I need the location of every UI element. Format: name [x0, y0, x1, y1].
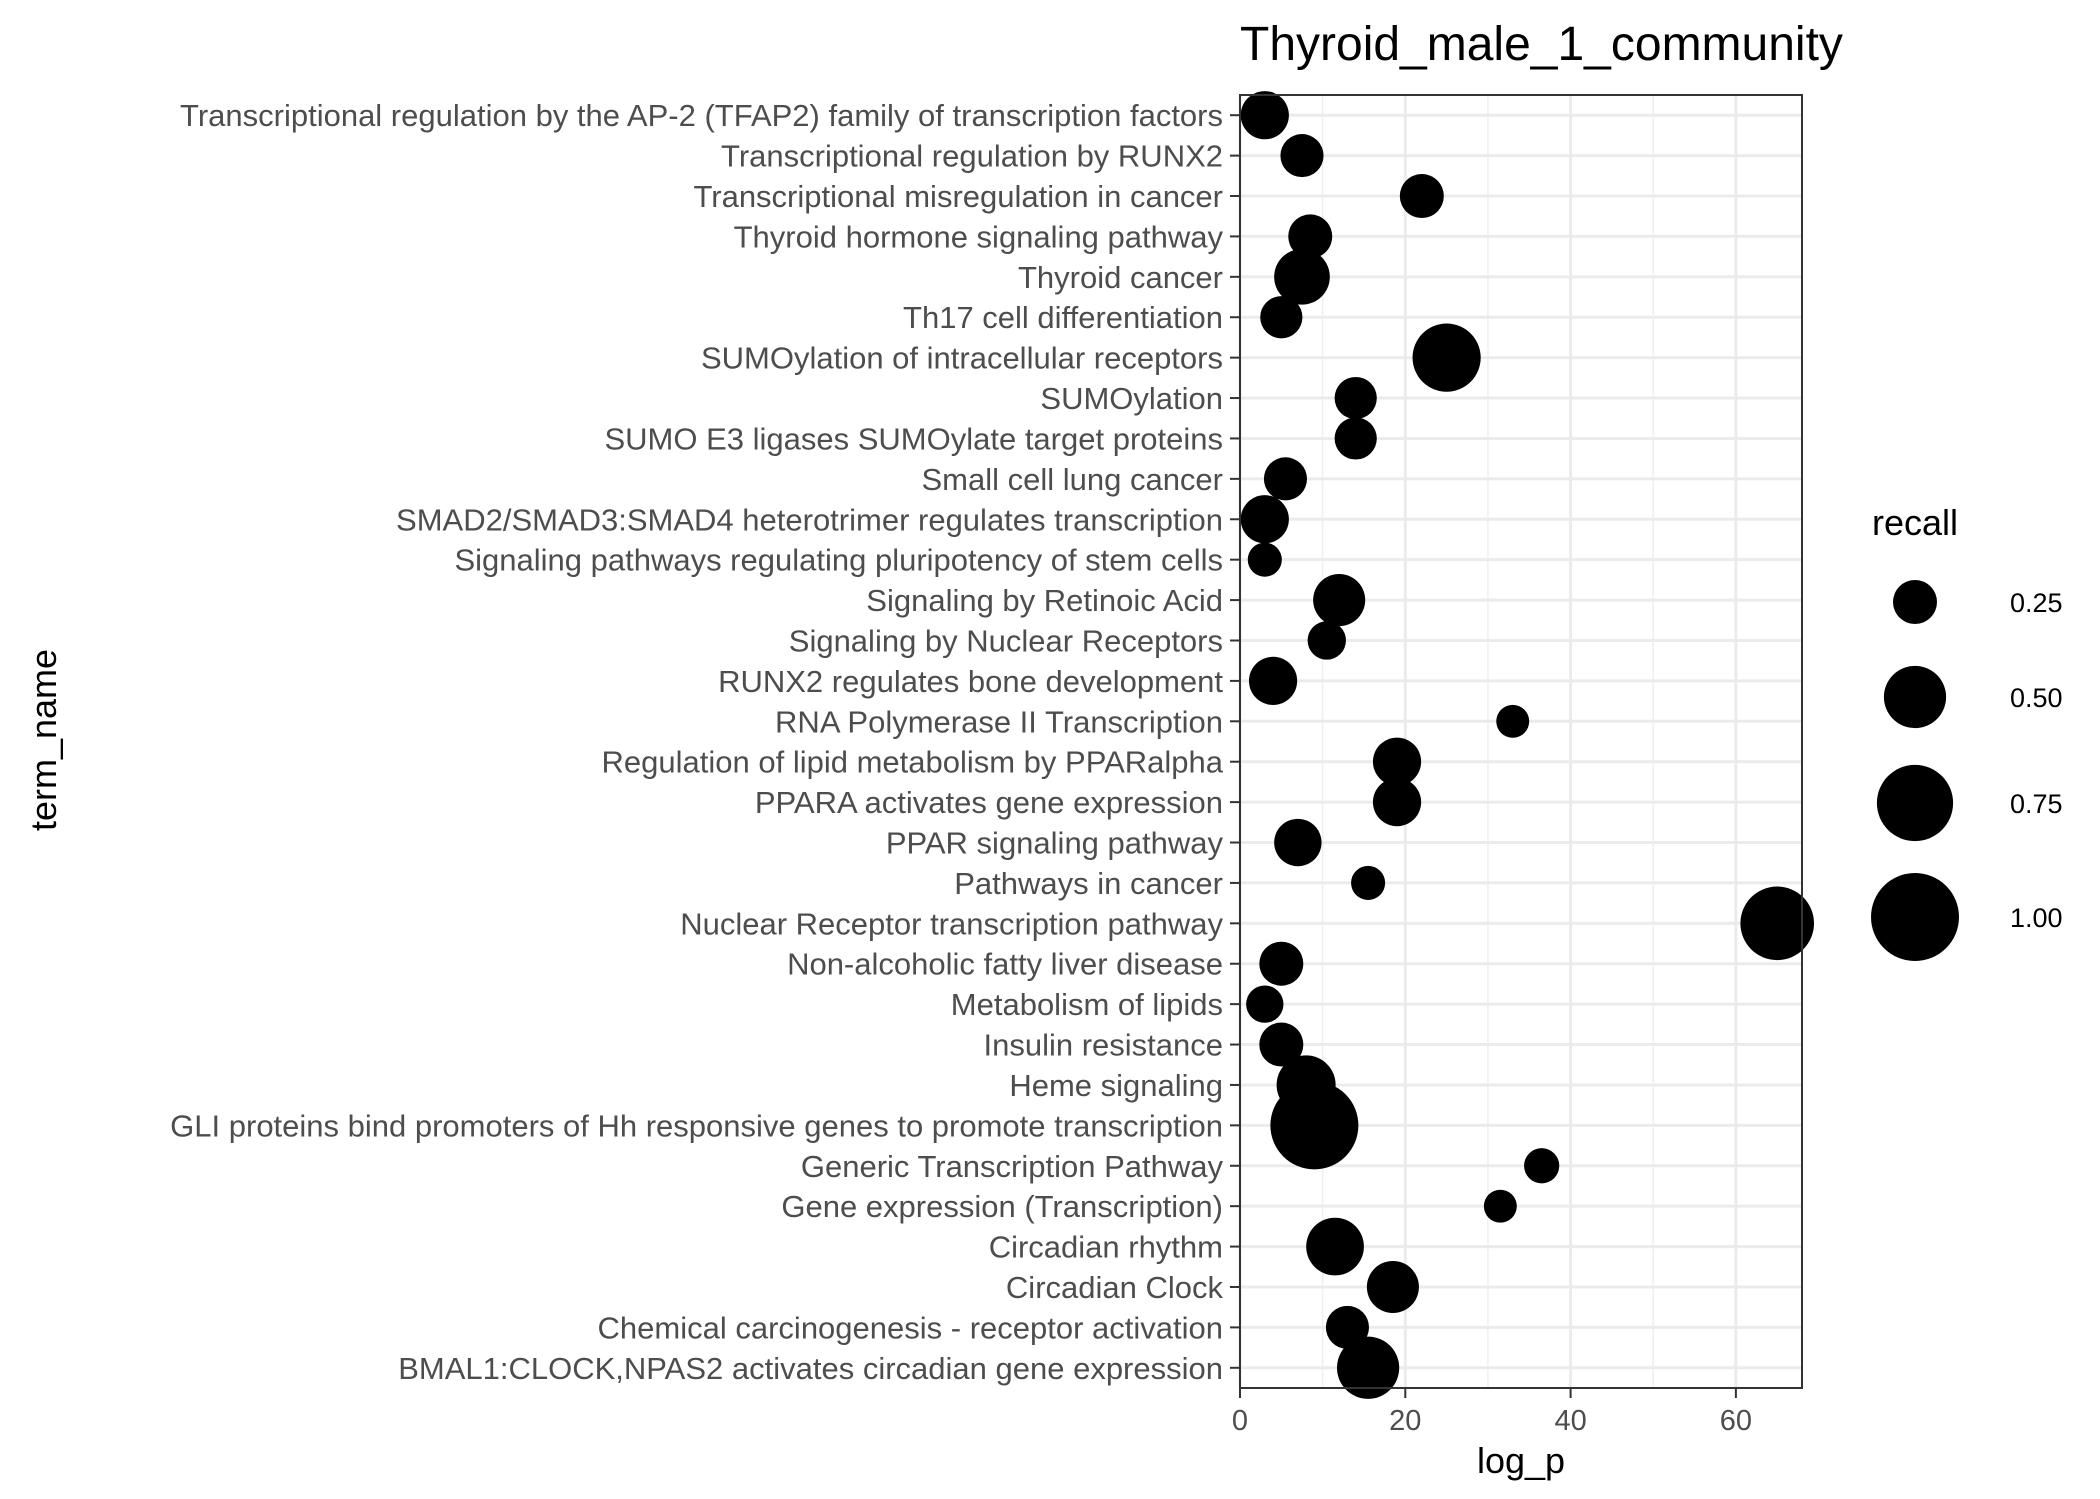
y-tick-label: PPARA activates gene expression — [755, 785, 1223, 820]
x-tick-label: 60 — [1720, 1405, 1752, 1437]
y-tick-label: Transcriptional regulation by the AP-2 (… — [180, 98, 1223, 133]
data-point — [1274, 818, 1322, 867]
data-point — [1366, 1260, 1419, 1314]
data-point — [1399, 174, 1444, 219]
x-tick-label: 0 — [1232, 1405, 1248, 1437]
data-point — [1313, 574, 1366, 627]
data-point — [1334, 417, 1377, 460]
y-tick-label: GLI proteins bind promoters of Hh respon… — [170, 1108, 1223, 1143]
legend-key — [1876, 764, 1954, 842]
data-point — [1240, 495, 1289, 544]
y-tick-label: Small cell lung cancer — [921, 462, 1223, 497]
data-point — [1483, 1189, 1517, 1223]
data-point — [1259, 1022, 1304, 1067]
legend-label: 0.25 — [2010, 588, 2063, 618]
data-point — [1248, 656, 1298, 705]
data-point — [1240, 91, 1289, 140]
y-axis-title: term_name — [23, 649, 64, 831]
data-point — [1288, 214, 1333, 259]
data-point — [1246, 985, 1284, 1023]
y-tick-label: Signaling by Nuclear Receptors — [789, 623, 1223, 658]
y-tick-label: Metabolism of lipids — [951, 987, 1223, 1022]
y-tick-label: SUMO E3 ligases SUMOylate target protein… — [604, 421, 1223, 456]
legend-label: 0.50 — [2010, 683, 2063, 713]
data-point — [1247, 542, 1282, 577]
y-tick-label: RNA Polymerase II Transcription — [775, 704, 1223, 739]
x-axis-title: log_p — [1477, 1440, 1565, 1481]
y-tick-label: Pathways in cancer — [954, 866, 1223, 901]
x-tick-label: 20 — [1389, 1405, 1421, 1437]
legend-key — [1893, 580, 1937, 624]
legend: recall 0.25 0.50 0.75 1.00 — [1871, 502, 2063, 961]
y-tick-label: Transcriptional misregulation in cancer — [693, 179, 1223, 214]
y-tick-label: Circadian rhythm — [989, 1230, 1223, 1265]
y-tick-label: Non-alcoholic fatty liver disease — [787, 947, 1223, 982]
y-tick-label: Transcriptional regulation by RUNX2 — [721, 139, 1223, 174]
y-tick-label: RUNX2 regulates bone development — [718, 664, 1223, 699]
data-point — [1259, 941, 1304, 986]
data-point — [1412, 323, 1481, 392]
data-point — [1263, 457, 1308, 501]
y-tick-label: Thyroid hormone signaling pathway — [734, 219, 1224, 254]
plot-panel-border — [1239, 94, 1803, 1389]
data-point — [1260, 296, 1303, 339]
data-point — [1496, 704, 1530, 738]
data-point — [1334, 376, 1377, 420]
y-tick-label: Nuclear Receptor transcription pathway — [680, 906, 1223, 941]
data-point — [1336, 1336, 1400, 1399]
data-point — [1372, 737, 1422, 786]
legend-title: recall — [1872, 502, 1958, 543]
y-tick-label: Regulation of lipid metabolism by PPARal… — [602, 745, 1224, 780]
x-tick-label: 40 — [1554, 1405, 1586, 1437]
y-tick-label: SUMOylation of intracellular receptors — [701, 341, 1223, 376]
data-point — [1280, 134, 1324, 178]
data-point — [1306, 1217, 1364, 1276]
y-tick-label: Chemical carcinogenesis - receptor activ… — [598, 1310, 1223, 1345]
y-tick-label: PPAR signaling pathway — [886, 826, 1224, 861]
y-tick-label: Thyroid cancer — [1018, 260, 1223, 295]
y-tick-label: Generic Transcription Pathway — [801, 1149, 1224, 1184]
y-tick-label: SMAD2/SMAD3:SMAD4 heterotrimer regulates… — [396, 502, 1223, 537]
legend-key — [1871, 873, 1959, 961]
y-tick-label: BMAL1:CLOCK,NPAS2 activates circadian ge… — [398, 1351, 1223, 1386]
y-axis: BMAL1:CLOCK,NPAS2 activates circadian ge… — [170, 98, 1240, 1386]
data-point — [1307, 621, 1346, 660]
y-tick-label: Circadian Clock — [1006, 1270, 1224, 1305]
data-point — [1274, 249, 1330, 305]
y-tick-label: Heme signaling — [1009, 1068, 1223, 1103]
data-point — [1740, 886, 1815, 961]
data-point — [1372, 778, 1422, 827]
y-tick-label: Insulin resistance — [983, 1028, 1223, 1063]
y-tick-label: SUMOylation — [1040, 381, 1223, 416]
legend-key — [1883, 665, 1947, 729]
y-tick-label: Th17 cell differentiation — [903, 300, 1223, 335]
data-point — [1524, 1148, 1560, 1184]
y-tick-label: Gene expression (Transcription) — [781, 1189, 1223, 1224]
x-axis: 0 20 40 60 — [1232, 1388, 1752, 1437]
legend-label: 0.75 — [2010, 789, 2063, 819]
data-point — [1325, 1305, 1369, 1349]
data-points — [1240, 91, 1815, 1399]
y-tick-label: Signaling pathways regulating pluripoten… — [454, 543, 1223, 578]
legend-label: 1.00 — [2010, 903, 2063, 933]
y-tick-label: Signaling by Retinoic Acid — [866, 583, 1223, 618]
data-point — [1276, 1055, 1336, 1115]
chart-title: Thyroid_male_1_community — [1240, 18, 1843, 71]
data-point — [1351, 865, 1386, 900]
